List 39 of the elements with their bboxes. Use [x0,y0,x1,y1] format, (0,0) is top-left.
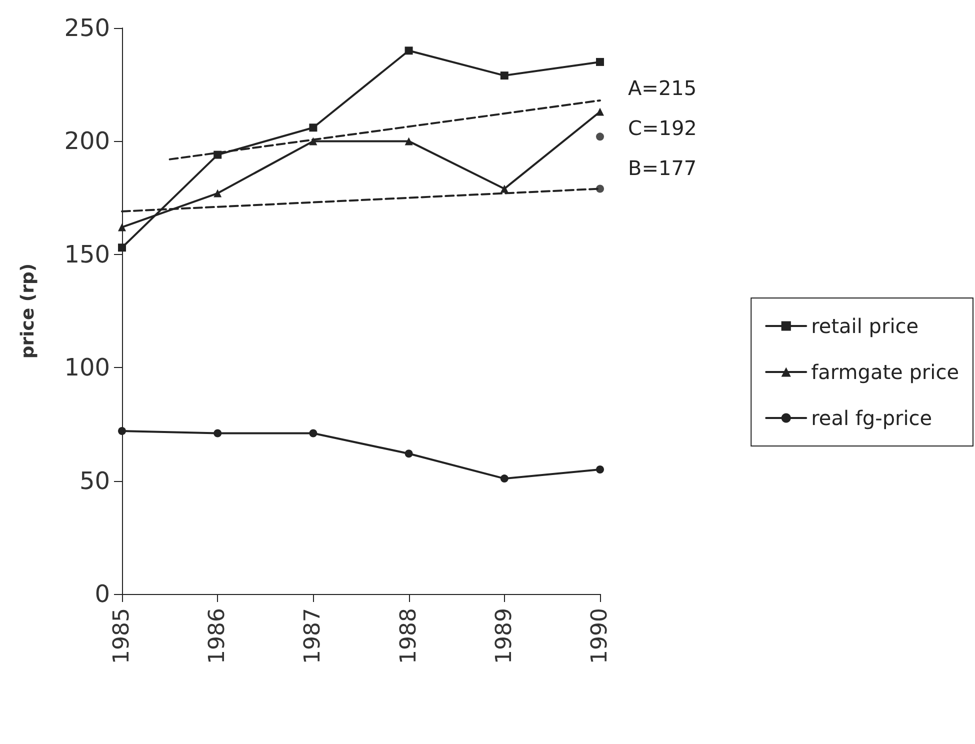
point [404,450,413,458]
x-tick-label: 1985 [110,608,134,664]
y-tick-label: 100 [64,354,110,382]
y-tick-label: 150 [64,240,110,268]
point [500,184,508,193]
x-tick-label: 1990 [588,608,612,664]
y-tick-label: 250 [64,14,110,42]
x-tick-label: 1987 [300,608,326,664]
text: A=215 [628,76,697,100]
point [596,58,604,66]
point [309,137,318,146]
point [596,132,604,141]
legend-label: farmgate price [811,360,960,384]
y-tick-label: 50 [79,466,110,495]
y-axis-title: price (rp) [18,263,38,359]
x-tick-label: 1986 [205,608,230,664]
point [596,184,604,193]
x-tick-label: 1988 [396,608,422,664]
point [500,474,508,483]
point [404,46,413,55]
point [118,426,126,435]
point [500,72,508,80]
point [596,465,604,474]
point [309,429,318,438]
text: B=177 [628,156,697,180]
y-tick-label: 200 [64,127,110,156]
point [214,150,222,159]
point [596,108,604,116]
legend-label: retail price [811,314,919,338]
point [404,137,413,146]
y-tick-label: 0 [94,580,110,608]
point [214,429,222,438]
x-tick-label: 1989 [492,608,517,664]
point [118,223,126,232]
point [118,244,126,252]
point [214,189,222,198]
text: C=192 [628,116,697,140]
point [309,124,318,132]
legend-label: real fg-price [811,406,932,430]
